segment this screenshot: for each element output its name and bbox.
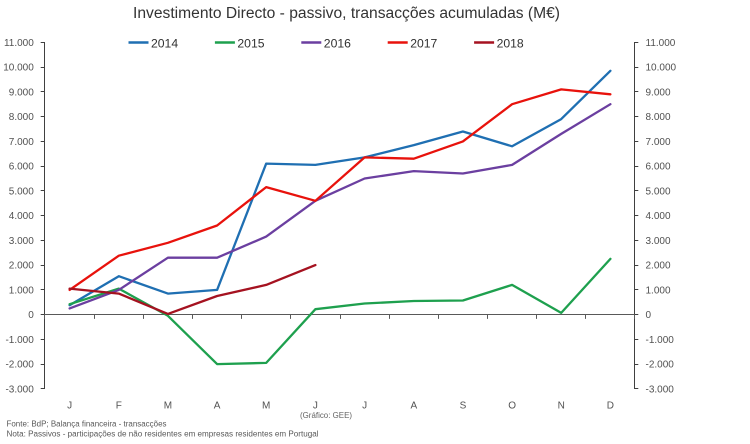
svg-text:7.000: 7.000 [9, 137, 34, 148]
svg-text:4.000: 4.000 [9, 211, 34, 222]
svg-text:A: A [214, 401, 221, 412]
svg-text:2017: 2017 [410, 36, 437, 50]
svg-text:-1.000: -1.000 [5, 335, 34, 346]
svg-text:3.000: 3.000 [646, 236, 671, 247]
svg-text:3.000: 3.000 [9, 236, 34, 247]
svg-text:9.000: 9.000 [9, 87, 34, 98]
svg-text:Fonte: BdP; Balança financeira: Fonte: BdP; Balança financeira - transac… [7, 420, 167, 429]
svg-text:-2.000: -2.000 [646, 360, 675, 371]
svg-text:D: D [607, 401, 614, 412]
svg-text:10.000: 10.000 [646, 63, 677, 74]
svg-text:6.000: 6.000 [9, 162, 34, 173]
svg-text:8.000: 8.000 [9, 112, 34, 123]
svg-text:8.000: 8.000 [646, 112, 671, 123]
svg-text:5.000: 5.000 [9, 186, 34, 197]
svg-text:2016: 2016 [324, 36, 351, 50]
svg-text:1.000: 1.000 [646, 285, 671, 296]
svg-text:9.000: 9.000 [646, 87, 671, 98]
svg-text:6.000: 6.000 [646, 162, 671, 173]
svg-text:J: J [362, 401, 367, 412]
svg-text:J: J [67, 401, 72, 412]
svg-text:1.000: 1.000 [9, 285, 34, 296]
svg-text:-3.000: -3.000 [5, 384, 34, 395]
svg-text:2014: 2014 [151, 36, 178, 50]
svg-text:O: O [508, 401, 516, 412]
svg-text:M: M [164, 401, 172, 412]
svg-text:M: M [262, 401, 270, 412]
svg-text:F: F [116, 401, 122, 412]
svg-text:4.000: 4.000 [646, 211, 671, 222]
svg-text:S: S [460, 401, 467, 412]
svg-text:Nota: Passivos - participações: Nota: Passivos - participações de não re… [7, 430, 319, 439]
svg-text:2018: 2018 [497, 36, 524, 50]
svg-text:A: A [410, 401, 417, 412]
svg-text:2.000: 2.000 [9, 261, 34, 272]
svg-text:7.000: 7.000 [646, 137, 671, 148]
svg-text:J: J [313, 401, 318, 412]
svg-text:11.000: 11.000 [646, 38, 676, 49]
svg-text:2015: 2015 [237, 36, 264, 50]
svg-text:-3.000: -3.000 [646, 384, 675, 395]
svg-text:-2.000: -2.000 [5, 360, 34, 371]
svg-text:11.000: 11.000 [4, 38, 34, 49]
svg-text:5.000: 5.000 [646, 186, 671, 197]
svg-text:-1.000: -1.000 [646, 335, 675, 346]
svg-text:0: 0 [28, 310, 34, 321]
svg-text:0: 0 [646, 310, 652, 321]
svg-text:Investimento Directo - passivo: Investimento Directo - passivo, transacç… [133, 5, 560, 22]
svg-text:2.000: 2.000 [646, 261, 671, 272]
svg-text:N: N [558, 401, 565, 412]
svg-text:(Gráfico: GEE): (Gráfico: GEE) [300, 411, 352, 420]
svg-text:10.000: 10.000 [3, 63, 34, 74]
